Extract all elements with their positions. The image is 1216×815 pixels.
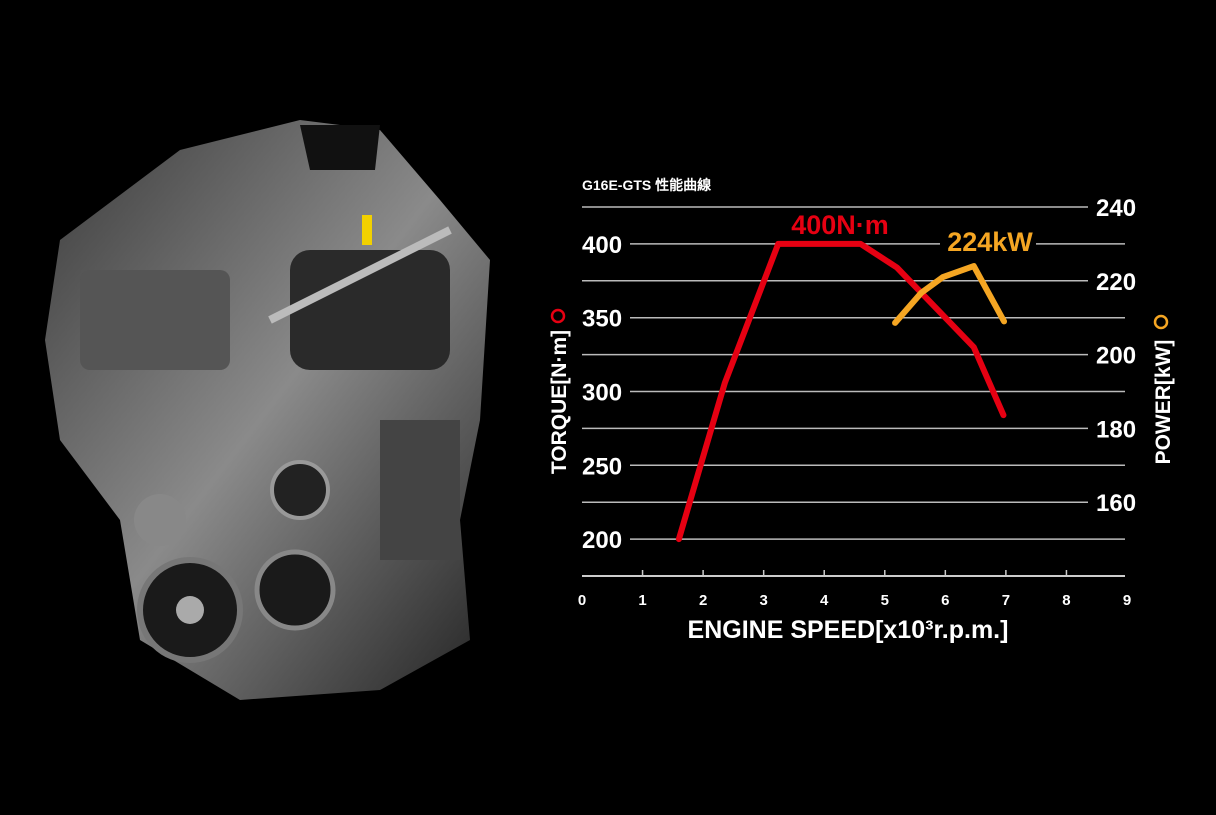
x-tick-label: 1 [638,592,646,609]
x-tick-label: 3 [759,592,767,609]
x-tick-label: 7 [1002,592,1010,609]
power-legend-circle [1155,316,1167,328]
y-right-tick-label: 160 [1096,490,1136,517]
y-left-tick-label: 200 [582,527,622,554]
y-left-tick-label: 350 [582,306,622,333]
torque-legend-circle [552,310,564,322]
y-right-tick-label: 180 [1096,416,1136,443]
x-tick-label: 0 [578,592,586,609]
y-right-tick-label: 200 [1096,343,1136,370]
y-left-tick-label: 400 [582,232,622,259]
x-tick-label: 9 [1123,592,1131,609]
y-right-tick-label: 240 [1096,195,1136,222]
x-axis-label: ENGINE SPEED[x10³r.p.m.] [688,616,1009,644]
x-tick-label: 5 [881,592,889,609]
power-peak-label: 224kW [947,227,1033,257]
torque-peak-label: 400N·m [791,210,889,240]
series: 400N·m 224kW [679,210,1036,539]
axes: 200 250 300 350 400 160 180 200 220 240 0 1 2 3 4 5 6 7 8 9 [578,195,1136,609]
y-right-tick-label: 220 [1096,269,1136,296]
grid [582,207,1125,539]
x-tick-label: 2 [699,592,707,609]
y-left-tick-label: 300 [582,380,622,407]
y-left-tick-label: 250 [582,453,622,480]
y-axis-left-label: TORQUE[N·m] [548,330,571,474]
x-tick-label: 6 [941,592,949,609]
y-axis-right-label: POWER[kW] [1152,340,1175,465]
chart-title: G16E-GTS 性能曲線 [582,177,711,193]
x-tick-label: 8 [1062,592,1070,609]
x-tick-label: 4 [820,592,829,609]
engine-photo [45,120,490,700]
power-line [895,266,1004,323]
